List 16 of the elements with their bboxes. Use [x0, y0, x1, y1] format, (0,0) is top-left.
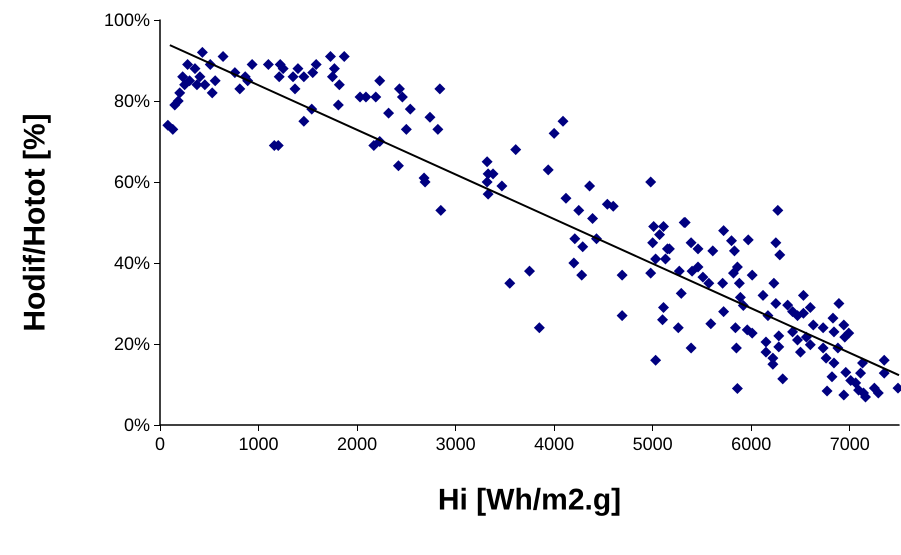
x-tick-label: 4000	[534, 434, 574, 454]
y-tick-label: 0%	[124, 415, 150, 435]
x-tick-label: 1000	[238, 434, 279, 454]
x-axis-title: Hi [Wh/m2.g]	[438, 484, 622, 516]
y-tick-label: 20%	[114, 334, 150, 354]
x-tick-label: 2000	[337, 434, 378, 454]
y-tick-label: 100%	[104, 10, 150, 30]
x-tick-label: 7000	[830, 434, 870, 454]
y-tick-label: 60%	[114, 172, 150, 192]
y-axis-title: Hodif/Hotot [%]	[18, 113, 52, 332]
x-tick-label: 3000	[436, 434, 476, 454]
y-tick-label: 40%	[114, 253, 150, 273]
x-tick-label: 5000	[632, 434, 673, 454]
x-tick-label: 0	[154, 434, 166, 454]
x-tick-label: 6000	[731, 434, 772, 454]
y-tick-label: 80%	[114, 91, 150, 111]
